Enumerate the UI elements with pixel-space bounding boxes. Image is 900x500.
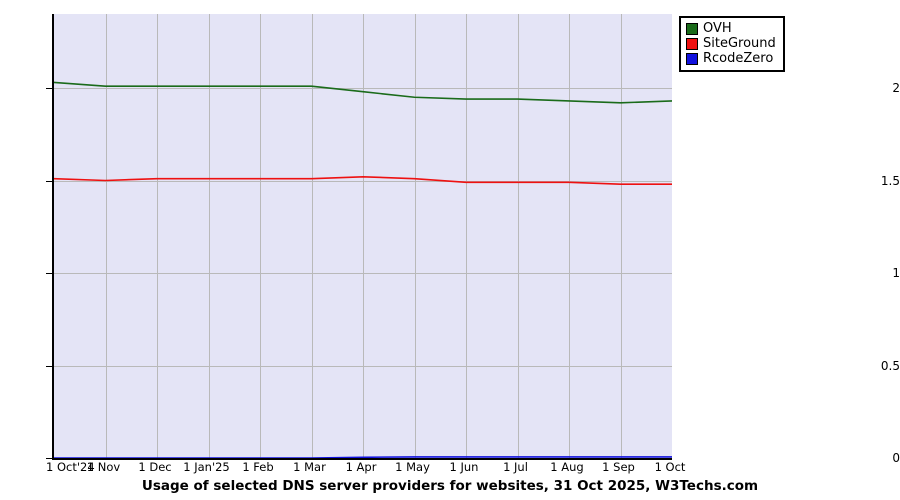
gridline-vertical <box>312 14 313 458</box>
gridline-vertical <box>569 14 570 458</box>
y-tick-mark <box>46 366 54 367</box>
y-tick-mark <box>46 88 54 89</box>
x-tick-label: 1 Jun <box>449 460 479 474</box>
y-tick-label: 2 <box>892 81 900 95</box>
legend-label-siteground: SiteGround <box>703 36 776 51</box>
chart-caption: Usage of selected DNS server providers f… <box>141 478 759 494</box>
legend-label-rcodezero: RcodeZero <box>703 51 774 66</box>
legend-item-siteground[interactable]: SiteGround <box>686 36 776 51</box>
gridline-vertical <box>157 14 158 458</box>
gridline-vertical <box>260 14 261 458</box>
gridline-vertical <box>209 14 210 458</box>
series-line-siteground <box>54 176 672 185</box>
y-tick-mark <box>46 458 54 459</box>
gridline-vertical <box>621 14 622 458</box>
y-tick-mark <box>46 273 54 274</box>
y-tick-label: 1.5 <box>880 173 900 188</box>
x-tick-label: 1 Oct <box>654 460 686 474</box>
x-tick-label: 1 Jan'25 <box>183 460 230 474</box>
legend-swatch-rcodezero <box>686 52 698 65</box>
series-line-ovh <box>54 81 672 104</box>
x-tick-label: 1 Jul <box>503 460 528 474</box>
x-tick-label: 1 Feb <box>242 460 274 474</box>
legend-item-rcodezero[interactable]: RcodeZero <box>686 51 776 66</box>
plot-area <box>52 14 672 460</box>
x-tick-label: 1 Mar <box>293 460 326 474</box>
series-lines <box>54 81 672 458</box>
y-tick-label: 1 <box>892 266 900 280</box>
gridline-vertical <box>518 14 519 458</box>
plot-inner <box>54 14 672 458</box>
gridline-vertical <box>106 14 107 458</box>
x-tick-label: 1 May <box>395 460 430 474</box>
x-tick-label: 1 Dec <box>138 460 172 474</box>
gridline-vertical <box>466 14 467 458</box>
y-tick-mark <box>46 181 54 182</box>
legend-swatch-ovh <box>686 22 698 35</box>
x-tick-label: 1 Apr <box>345 460 377 474</box>
gridline-vertical <box>415 14 416 458</box>
gridline-vertical <box>363 14 364 458</box>
x-tick-label: 1 Oct'24 <box>46 460 95 474</box>
legend: OVH SiteGround RcodeZero <box>679 16 785 72</box>
legend-item-ovh[interactable]: OVH <box>686 21 776 36</box>
legend-label-ovh: OVH <box>703 21 732 36</box>
x-tick-label: 1 Sep <box>602 460 635 474</box>
y-tick-label: 0.5 <box>880 358 900 373</box>
x-tick-label: 1 Aug <box>550 460 584 474</box>
x-tick-label: 1 Nov <box>86 460 121 474</box>
legend-swatch-siteground <box>686 37 698 50</box>
series-line-rcodezero <box>54 456 672 458</box>
y-tick-label: 0 <box>892 451 900 465</box>
